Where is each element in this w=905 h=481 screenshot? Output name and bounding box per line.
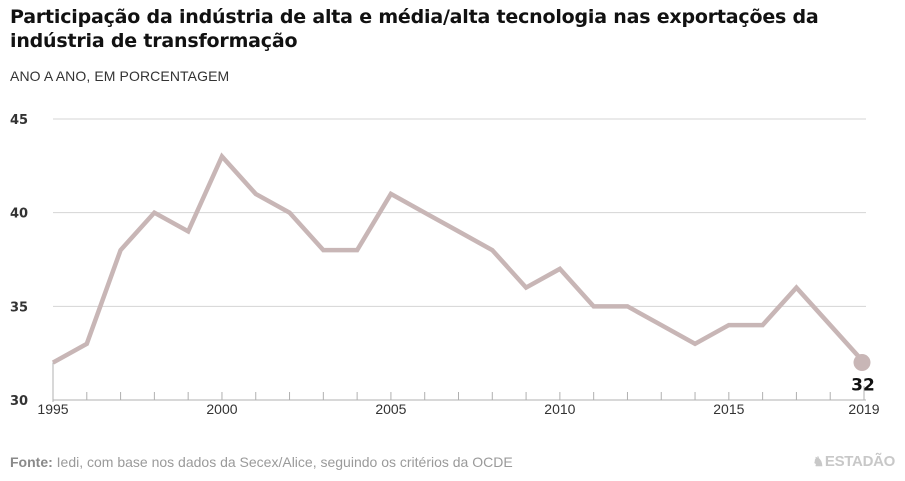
x-tick-label: 2015	[713, 401, 744, 417]
y-axis-ticks: 30 35 40 45	[10, 113, 28, 409]
y-tick-label: 45	[10, 113, 28, 128]
x-tick-label: 2010	[544, 401, 575, 417]
y-tick-label: 35	[10, 300, 28, 315]
series-line	[51, 152, 866, 365]
chart-title: Participação da indústria de alta e médi…	[10, 6, 819, 52]
x-tick-label: 2000	[206, 401, 237, 417]
source-label: Fonte:	[10, 454, 53, 470]
source-text: Iedi, com base nos dados da Secex/Alice,…	[52, 454, 513, 470]
end-point-label: 32	[851, 376, 875, 396]
brand-name: ESTADÃO	[824, 453, 895, 470]
y-tick-label: 40	[10, 207, 28, 222]
chart-subtitle: ANO A ANO, EM PORCENTAGEM	[10, 68, 230, 84]
x-tick-label: 2005	[375, 401, 406, 417]
x-axis: 1995 2000 2005 2010 2015 2019	[37, 362, 880, 417]
x-tick-label: 2019	[848, 401, 879, 417]
grid-lines	[53, 118, 866, 307]
x-tick-label: 1995	[37, 401, 68, 417]
source-note: Fonte: Iedi, com base nos dados da Secex…	[10, 454, 513, 470]
horse-rider-icon: ♞	[812, 454, 825, 469]
series-line-participa-o-	[51, 152, 866, 365]
y-tick-label: 30	[10, 394, 28, 409]
end-point-marker	[853, 354, 871, 372]
annotations: 32	[851, 354, 875, 396]
brand-logo: ♞ESTADÃO	[812, 453, 896, 470]
